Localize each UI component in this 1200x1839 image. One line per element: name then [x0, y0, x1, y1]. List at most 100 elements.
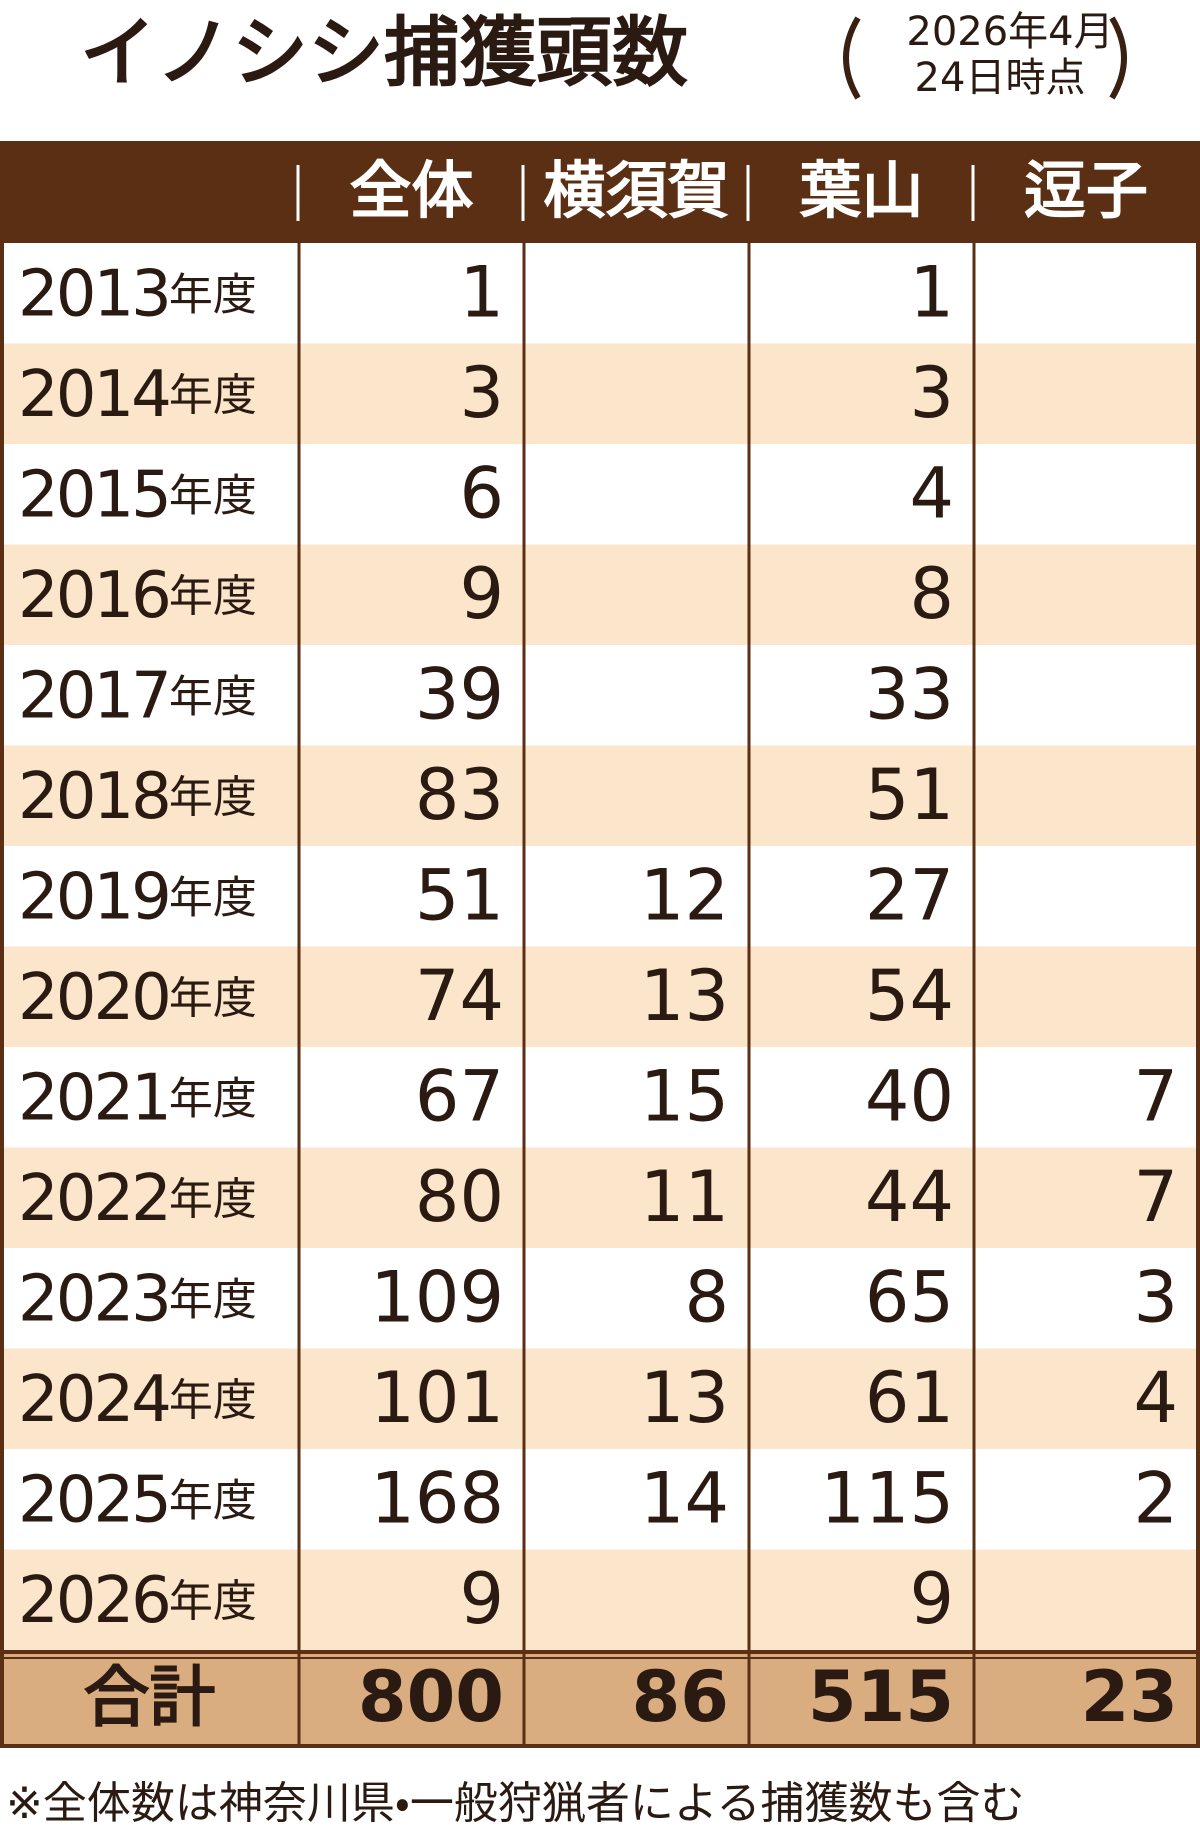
row-label: 2017年度: [18, 659, 257, 733]
row-year: 2013: [18, 257, 169, 331]
row-bg: [4, 745, 1196, 846]
cell-value: 14: [640, 1457, 729, 1539]
row-unit: 年度: [169, 470, 257, 521]
cell-value: 3: [909, 352, 954, 434]
cell-value: 109: [370, 1256, 504, 1338]
row-label: 2015年度: [18, 458, 257, 532]
row-bg: [4, 645, 1196, 746]
row-year: 2014: [18, 357, 169, 431]
cell-value: 1: [459, 251, 504, 333]
row-year: 2017: [18, 659, 169, 733]
row-unit: 年度: [169, 772, 257, 823]
cell-value: 61: [865, 1357, 954, 1439]
row-bg: [4, 1047, 1196, 1148]
row-label: 2024年度: [18, 1362, 257, 1436]
cell-value: 1: [909, 251, 954, 333]
cell-value: 4: [909, 452, 954, 534]
row-label: 2026年度: [18, 1563, 257, 1637]
row-year: 2025: [18, 1463, 169, 1537]
row-unit: 年度: [169, 269, 257, 320]
row-bg: [4, 1248, 1196, 1349]
row-label: 2022年度: [18, 1161, 257, 1235]
cell-value: 168: [370, 1457, 504, 1539]
cell-value: 9: [459, 1558, 504, 1640]
row-unit: 年度: [169, 571, 257, 622]
row-label: 2019年度: [18, 860, 257, 934]
cell-value: 4: [1133, 1357, 1178, 1439]
row-year: 2018: [18, 759, 169, 833]
row-year: 2022: [18, 1161, 169, 1235]
column-header: 逗子: [1024, 154, 1148, 227]
cell-value: 74: [415, 955, 504, 1037]
cell-value: 33: [865, 653, 954, 735]
cell-value: 7: [1133, 1055, 1178, 1137]
cell-value: 3: [459, 352, 504, 434]
row-year: 2019: [18, 860, 169, 934]
cell-value: 65: [865, 1256, 954, 1338]
row-year: 2024: [18, 1362, 169, 1436]
cell-value: 54: [865, 955, 954, 1037]
row-bg: [4, 1449, 1196, 1550]
row-unit: 年度: [169, 973, 257, 1024]
total-value: 800: [358, 1656, 504, 1738]
row-unit: 年度: [169, 671, 257, 722]
paren-open: [843, 16, 861, 100]
row-bg: [4, 1147, 1196, 1248]
row-unit: 年度: [169, 370, 257, 421]
row-label: 2018年度: [18, 759, 257, 833]
column-header: 全体: [349, 154, 473, 227]
row-unit: 年度: [169, 1073, 257, 1124]
row-year: 2026: [18, 1563, 169, 1637]
row-bg: [4, 243, 1196, 344]
cell-value: 8: [684, 1256, 729, 1338]
row-unit: 年度: [169, 1375, 257, 1426]
row-bg: [4, 544, 1196, 645]
row-bg: [4, 343, 1196, 444]
row-label: 2020年度: [18, 960, 257, 1034]
cell-value: 115: [820, 1457, 954, 1539]
cell-value: 11: [640, 1156, 729, 1238]
cell-value: 44: [865, 1156, 954, 1238]
total-value: 86: [632, 1656, 729, 1738]
row-bg: [4, 1549, 1196, 1650]
title: イノシシ捕獲頭数: [80, 8, 688, 97]
cell-value: 13: [640, 955, 729, 1037]
row-bg: [4, 1348, 1196, 1449]
row-bg: [4, 444, 1196, 545]
row-label: 2021年度: [18, 1061, 257, 1135]
cell-value: 51: [865, 754, 954, 836]
row-year: 2016: [18, 558, 169, 632]
total-value: 515: [808, 1656, 954, 1738]
row-unit: 年度: [169, 872, 257, 923]
note-line: 24日時点: [915, 55, 1086, 101]
row-unit: 年度: [169, 1274, 257, 1325]
row-label: 2016年度: [18, 558, 257, 632]
total-value: 23: [1081, 1656, 1178, 1738]
cell-value: 3: [1133, 1256, 1178, 1338]
cell-value: 7: [1133, 1156, 1178, 1238]
cell-value: 15: [640, 1055, 729, 1137]
row-label: 2025年度: [18, 1463, 257, 1537]
total-label: 合計: [84, 1659, 216, 1736]
cell-value: 27: [865, 854, 954, 936]
cell-value: 83: [415, 754, 504, 836]
cell-value: 67: [415, 1055, 504, 1137]
row-label: 2013年度: [18, 257, 257, 331]
cell-value: 13: [640, 1357, 729, 1439]
header-band: [0, 143, 1200, 243]
row-bg: [4, 846, 1196, 947]
cell-value: 40: [865, 1055, 954, 1137]
cell-value: 8: [909, 553, 954, 635]
footnote: ※全体数は神奈川県・一般狩猟者による捕獲数も含む: [6, 1778, 1025, 1829]
row-year: 2015: [18, 458, 169, 532]
cell-value: 9: [459, 553, 504, 635]
cell-value: 12: [640, 854, 729, 936]
total-band: [0, 1650, 1200, 1746]
cell-value: 6: [459, 452, 504, 534]
paren-close: [1109, 16, 1127, 100]
cell-value: 39: [415, 653, 504, 735]
column-header: 横須賀: [543, 154, 729, 227]
row-year: 2021: [18, 1061, 169, 1135]
